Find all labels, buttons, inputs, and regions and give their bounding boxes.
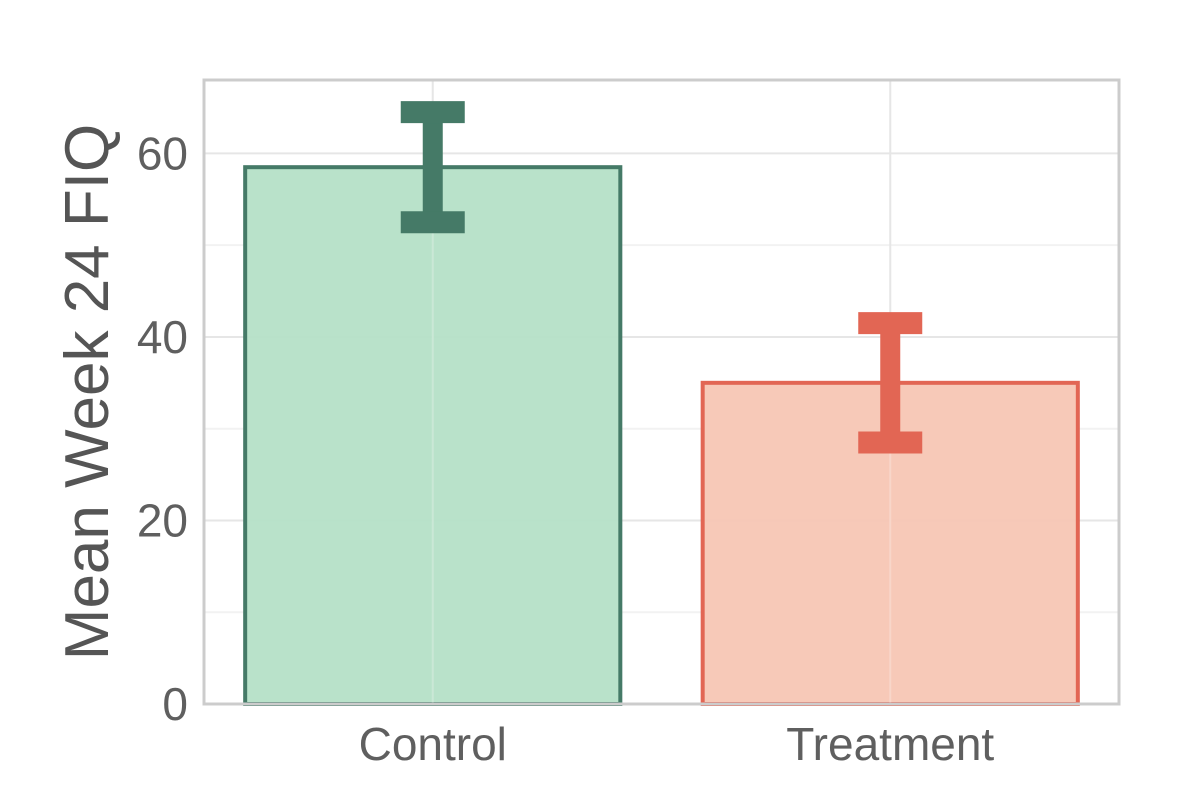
y-tick-label: 0: [162, 678, 188, 730]
y-tick-label: 20: [137, 494, 188, 546]
y-tick-labels: 0 20 40 60: [137, 127, 188, 730]
plot-panel-border: [202, 78, 1121, 706]
y-axis-title: Mean Week 24 FIQ: [53, 124, 122, 660]
x-category-label: Treatment: [786, 718, 994, 770]
error-bar-control: [400, 101, 465, 234]
y-tick-label: 40: [137, 311, 188, 363]
y-tick-label: 60: [137, 127, 188, 179]
error-bars-layer: [400, 101, 923, 454]
bar-control: [243, 165, 623, 707]
bars-layer: [243, 165, 1080, 707]
x-category-label: Control: [359, 718, 507, 770]
x-category-labels: Control Treatment: [359, 718, 995, 770]
error-bar-treatment: [858, 312, 923, 454]
